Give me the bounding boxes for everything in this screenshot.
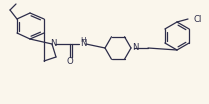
- Text: O: O: [67, 58, 73, 66]
- Text: N: N: [132, 43, 138, 53]
- Text: N: N: [50, 40, 56, 48]
- Text: Cl: Cl: [193, 14, 201, 24]
- Text: H: H: [80, 37, 86, 43]
- Text: N: N: [80, 40, 86, 48]
